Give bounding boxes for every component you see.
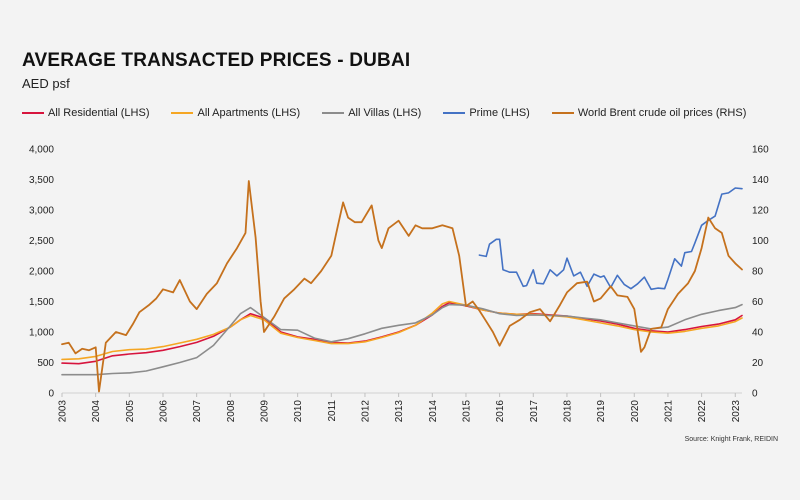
x-tick-label: 2004 [91,400,102,423]
series-line-world [61,180,743,393]
legend-swatch [322,112,345,114]
x-tick-label: 2005 [125,400,136,423]
y-left-tick-label: 2,500 [29,236,54,247]
y-left-tick-label: 1,000 [29,328,54,339]
x-tick-label: 2016 [495,400,506,423]
chart-subtitle: AED psf [22,76,70,91]
x-tick-label: 2013 [394,400,405,423]
legend-item: World Brent crude oil prices (RHS) [551,107,747,119]
legend-swatch [551,112,574,114]
source-note: Source: Knight Frank, REIDIN [684,436,778,443]
series-line-all-residential [61,301,743,365]
x-tick-label: 2009 [259,400,270,423]
y-right-tick-label: 40 [752,328,764,339]
x-tick-label: 2021 [663,400,674,423]
y-right-tick-label: 80 [752,267,764,278]
legend-label: All Residential (LHS) [48,107,150,119]
y-left-tick-label: 2,000 [29,267,54,278]
y-right-tick-label: 140 [752,175,769,186]
legend-item: Prime (LHS) [443,107,530,119]
y-right-tick-label: 160 [752,145,769,156]
legend-item: All Residential (LHS) [22,107,149,119]
legend: All Residential (LHS) All Apartments (LHS… [22,105,768,121]
legend-label: All Apartments (LHS) [197,107,301,119]
legend-swatch [22,112,44,114]
x-tick-label: 2019 [596,400,607,423]
x-tick-label: 2018 [562,400,573,423]
y-right-tick-label: 120 [752,206,769,217]
y-left-tick-label: 3,500 [29,175,54,186]
x-tick-label: 2015 [461,400,472,423]
y-left-tick-label: 0 [48,389,54,400]
y-left-tick-label: 3,000 [29,206,54,217]
x-tick-label: 2020 [630,400,641,423]
legend-swatch [443,112,466,114]
legend-label: Prime (LHS) [469,107,530,119]
x-tick-label: 2012 [360,400,371,423]
chart-title: AVERAGE TRANSACTED PRICES - DUBAI [22,50,411,71]
y-right-tick-label: 20 [752,358,764,369]
y-right-tick-label: 60 [752,297,764,308]
x-tick-label: 2007 [192,400,203,423]
x-tick-label: 2006 [158,400,169,423]
legend-swatch [171,112,194,114]
y-left-tick-label: 1,500 [29,297,54,308]
legend-label: World Brent crude oil prices (RHS) [577,107,747,119]
legend-item: All Apartments (LHS) [171,107,300,119]
y-right-tick-label: 0 [752,389,758,400]
y-left-tick-label: 4,000 [29,145,54,156]
y-right-tick-label: 100 [752,236,769,247]
series-line-all-villas [61,303,743,376]
x-tick-label: 2017 [529,400,540,423]
series-line-all-apartments [61,300,743,361]
x-tick-label: 2011 [327,400,338,422]
x-tick-label: 2008 [226,400,237,423]
x-tick-label: 2010 [293,400,304,423]
x-tick-label: 2014 [428,400,439,423]
series-line-prime [478,187,743,291]
y-left-tick-label: 500 [37,358,54,369]
x-tick-label: 2022 [697,400,708,423]
legend-item: All Villas (LHS) [322,107,421,119]
x-tick-label: 2023 [731,400,742,423]
legend-label: All Villas (LHS) [348,107,422,119]
x-tick-label: 2003 [58,400,69,423]
